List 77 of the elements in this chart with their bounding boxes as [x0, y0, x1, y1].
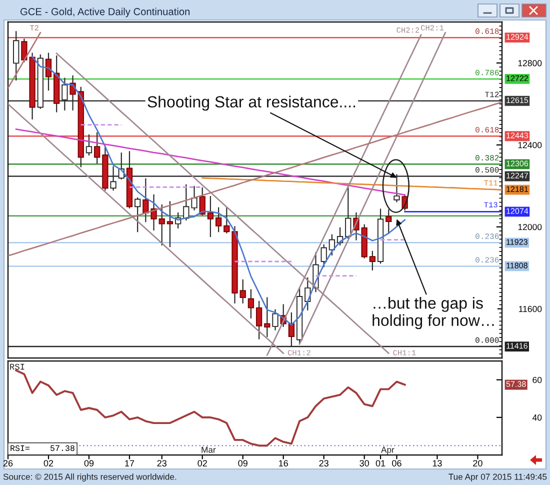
annotation: 0.618 [476, 28, 499, 34]
candlestick [345, 186, 352, 239]
x-tick-label: 20 [473, 460, 482, 466]
line-series [15, 128, 406, 196]
y-tick-label: 12000 [518, 224, 542, 230]
candlestick [224, 207, 230, 234]
annotation: Apr [381, 446, 394, 455]
x-tick-label: 09 [84, 460, 94, 466]
y-tick-label: 12800 [518, 60, 542, 66]
line-series [8, 32, 42, 89]
ref-line-label: 12443 [506, 132, 528, 138]
candlestick [215, 207, 222, 232]
annotation: 0.618 [476, 126, 499, 132]
line-series [15, 369, 406, 447]
chart-title: RSI [10, 364, 24, 370]
candlestick [207, 196, 214, 238]
annotation: 0.500 [476, 167, 499, 173]
x-tick-label: 23 [319, 460, 328, 466]
candlestick [134, 197, 141, 232]
annotation: 0.236 [476, 234, 499, 239]
x-tick-label: 26 [3, 460, 13, 466]
y-tick-label: 12400 [518, 142, 542, 148]
candlestick [158, 204, 165, 246]
line-series [202, 177, 502, 190]
x-tick-label: 02 [198, 460, 207, 466]
annotation: Mar [202, 446, 216, 453]
x-tick-label: 09 [238, 460, 248, 466]
data-label: 12074 [506, 208, 528, 214]
candlestick [369, 250, 376, 270]
annotation: …but the gap is holding for now… [372, 297, 494, 330]
x-tick-label: 23 [157, 460, 166, 466]
candlestick [272, 309, 278, 330]
annotation: 0.236 [476, 257, 499, 263]
annotation: 0.000 [476, 337, 499, 343]
y-tick-label: 11600 [518, 306, 542, 312]
candlestick [199, 187, 206, 216]
source-note: Source: © 2015 All rights reserved worldwide. [3, 473, 176, 482]
x-tick-label: 13 [432, 460, 442, 466]
ref-line-label: 12306 [506, 160, 528, 166]
candlestick [150, 194, 157, 231]
candlestick [183, 184, 190, 220]
data-label: 12181 [506, 186, 528, 192]
x-tick-label: 06 [392, 460, 402, 466]
annotation: Shooting Star at resistance.... [148, 96, 356, 111]
x-tick-label: 17 [125, 460, 134, 466]
candlestick [166, 201, 174, 248]
text: Tue Apr 07 2015 11:49:45 [448, 474, 547, 482]
ref-line-label: 12615 [506, 97, 528, 104]
ref-line-label: 12247 [506, 172, 528, 178]
ref-line-label: 12924 [506, 34, 528, 40]
chart-title: GCE - Gold, Active Daily Continuation [20, 8, 190, 18]
candlestick [62, 78, 68, 110]
candlestick [240, 279, 246, 304]
annotation: 57.38 [506, 381, 526, 387]
x-tick-label: 02 [44, 460, 54, 466]
candlestick [248, 289, 254, 318]
annotation: 0.382 [476, 155, 499, 161]
candlestick [94, 132, 100, 164]
ref-line-label: 11808 [506, 262, 528, 268]
x-tick-label: 30 [360, 460, 369, 466]
candlestick [191, 186, 198, 210]
candlestick [13, 31, 20, 81]
x-tick-label: 16 [279, 460, 288, 466]
ref-line-label: 11923 [506, 239, 528, 245]
x-tick-label: 01 [376, 460, 386, 466]
candlestick [320, 244, 327, 268]
annotation: RSI= 57.38 [10, 445, 74, 452]
annotation: T12 [485, 92, 499, 98]
ref-line-label: 11416 [506, 342, 528, 349]
y-tick-label: 40 [532, 414, 542, 421]
candlestick [264, 297, 270, 338]
annotation: 0.786 [476, 70, 499, 76]
ref-line-label: 12722 [506, 75, 528, 82]
y-tick-label: 60 [532, 376, 542, 384]
candlestick [86, 134, 92, 156]
candlestick [328, 234, 336, 256]
candlestick [256, 300, 262, 340]
